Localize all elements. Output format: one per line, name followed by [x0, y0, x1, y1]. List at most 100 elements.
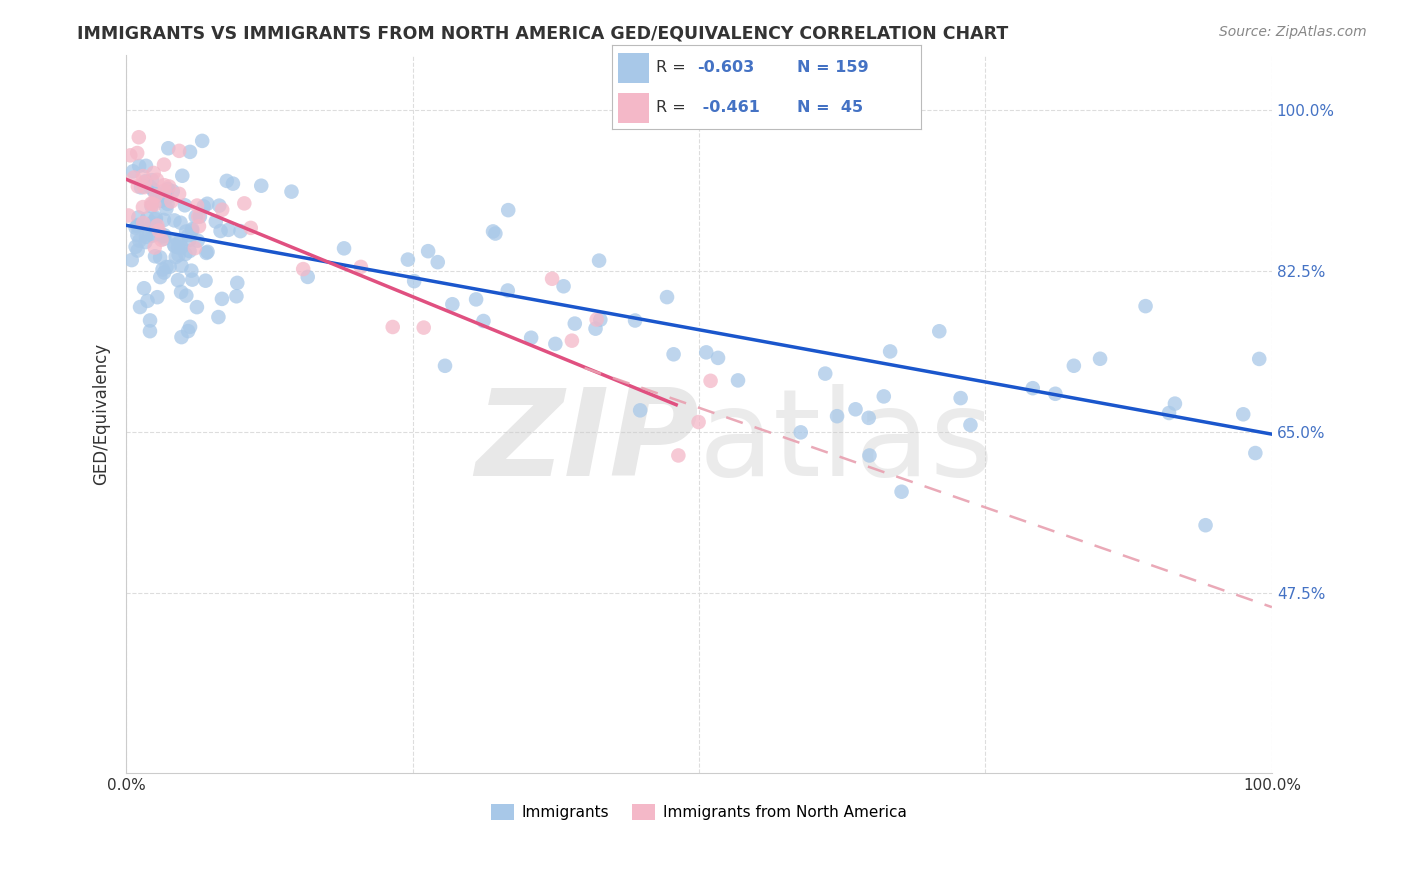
- Point: [127, 244, 149, 258]
- Bar: [617, 54, 648, 83]
- Point: [561, 334, 583, 348]
- Point: [496, 284, 519, 298]
- Point: [129, 180, 152, 194]
- Point: [159, 260, 181, 274]
- Point: [157, 141, 180, 155]
- Point: [150, 229, 173, 244]
- Point: [153, 265, 176, 279]
- Point: [1232, 407, 1254, 421]
- Point: [412, 320, 434, 334]
- Point: [181, 223, 204, 237]
- Point: [699, 374, 721, 388]
- Point: [167, 273, 190, 287]
- Point: [179, 244, 201, 258]
- Point: [155, 202, 177, 216]
- Point: [117, 209, 139, 223]
- Point: [208, 199, 231, 213]
- Point: [139, 313, 162, 327]
- Point: [127, 179, 149, 194]
- Point: [441, 297, 464, 311]
- Point: [132, 281, 155, 295]
- Point: [122, 170, 145, 185]
- Point: [184, 210, 207, 224]
- Point: [135, 174, 157, 188]
- Point: [146, 220, 169, 235]
- Point: [149, 251, 172, 265]
- Point: [153, 232, 176, 246]
- Point: [145, 211, 167, 225]
- Point: [148, 223, 170, 237]
- Bar: [617, 93, 648, 122]
- Point: [177, 324, 200, 338]
- Point: [153, 178, 176, 193]
- Point: [149, 270, 172, 285]
- Text: -0.603: -0.603: [697, 61, 754, 76]
- Point: [188, 210, 211, 224]
- Point: [890, 484, 912, 499]
- Point: [143, 249, 166, 263]
- Point: [136, 222, 159, 236]
- Text: Source: ZipAtlas.com: Source: ZipAtlas.com: [1219, 25, 1367, 39]
- Point: [146, 219, 169, 233]
- Point: [225, 289, 247, 303]
- Point: [825, 409, 848, 424]
- Point: [128, 159, 150, 173]
- Point: [1088, 351, 1111, 366]
- Point: [381, 320, 404, 334]
- Point: [695, 345, 717, 359]
- Point: [541, 272, 564, 286]
- Legend: Immigrants, Immigrants from North America: Immigrants, Immigrants from North Americ…: [485, 797, 912, 826]
- Point: [156, 197, 179, 211]
- Point: [169, 216, 191, 230]
- Point: [662, 347, 685, 361]
- Point: [544, 337, 567, 351]
- Point: [194, 274, 217, 288]
- Point: [1249, 351, 1271, 366]
- Point: [150, 194, 173, 208]
- Point: [193, 199, 215, 213]
- Point: [396, 252, 419, 267]
- Point: [217, 223, 239, 237]
- Text: IMMIGRANTS VS IMMIGRANTS FROM NORTH AMERICA GED/EQUIVALENCY CORRELATION CHART: IMMIGRANTS VS IMMIGRANTS FROM NORTH AMER…: [77, 25, 1008, 43]
- Point: [170, 285, 193, 299]
- Point: [176, 288, 198, 302]
- Point: [157, 179, 180, 194]
- Point: [209, 224, 232, 238]
- Point: [122, 164, 145, 178]
- Point: [195, 246, 218, 260]
- Point: [128, 234, 150, 248]
- Point: [496, 203, 519, 218]
- Point: [434, 359, 457, 373]
- Point: [484, 227, 506, 241]
- Point: [564, 317, 586, 331]
- Point: [132, 169, 155, 183]
- Point: [127, 219, 149, 234]
- Point: [553, 279, 575, 293]
- Point: [727, 373, 749, 387]
- Point: [174, 225, 197, 239]
- Point: [233, 196, 256, 211]
- Point: [174, 247, 197, 261]
- Point: [127, 228, 149, 243]
- Point: [127, 211, 149, 225]
- Point: [180, 263, 202, 277]
- Point: [655, 290, 678, 304]
- Point: [153, 158, 176, 172]
- Point: [167, 186, 190, 201]
- Point: [169, 233, 191, 247]
- Point: [163, 239, 186, 253]
- Point: [146, 173, 169, 187]
- Point: [143, 198, 166, 212]
- Point: [482, 224, 505, 238]
- Point: [204, 214, 226, 228]
- Point: [211, 202, 233, 217]
- Point: [128, 130, 150, 145]
- Point: [585, 321, 607, 335]
- Point: [143, 227, 166, 242]
- Point: [707, 351, 730, 365]
- Point: [142, 166, 165, 180]
- Point: [141, 199, 163, 213]
- Point: [186, 198, 208, 212]
- Point: [229, 224, 252, 238]
- Point: [156, 190, 179, 204]
